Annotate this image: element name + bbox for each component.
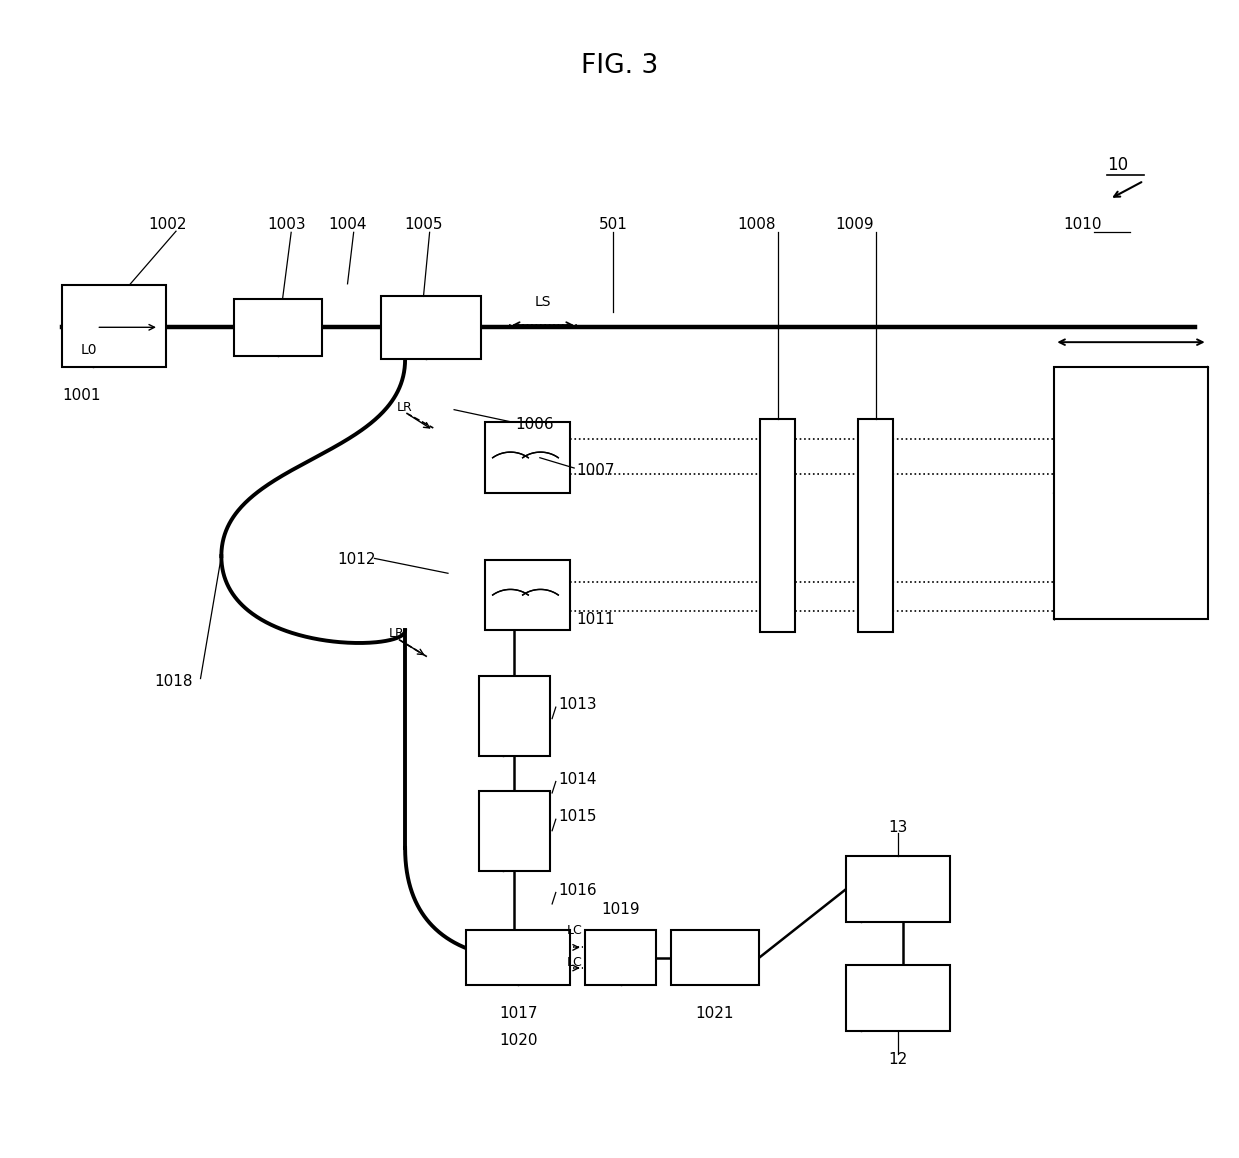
Bar (846, 965, 950, 1031)
Bar (846, 856, 950, 922)
Text: 1011: 1011 (576, 611, 615, 626)
Bar (62, 285, 166, 367)
Bar (585, 930, 657, 985)
Bar (1054, 367, 1208, 620)
Text: LR: LR (389, 628, 405, 640)
Text: LS: LS (535, 295, 551, 309)
Text: 13: 13 (888, 820, 908, 835)
Text: 1015: 1015 (559, 809, 597, 824)
Text: 1019: 1019 (601, 902, 641, 917)
Bar (234, 299, 322, 356)
Text: 1009: 1009 (835, 217, 873, 232)
Bar (761, 419, 794, 631)
Bar (859, 419, 893, 631)
Text: 1004: 1004 (328, 217, 367, 232)
Text: LR: LR (396, 401, 413, 413)
Bar (478, 676, 550, 756)
Bar (466, 930, 570, 985)
Bar (672, 930, 760, 985)
Bar (484, 559, 570, 630)
Bar (484, 423, 570, 493)
Text: 1006: 1006 (515, 417, 554, 432)
Text: 1012: 1012 (338, 552, 377, 567)
Text: 501: 501 (598, 217, 628, 232)
Text: 1020: 1020 (499, 1033, 538, 1048)
Text: L0: L0 (81, 343, 97, 357)
Text: 1016: 1016 (559, 882, 597, 897)
Text: 1018: 1018 (154, 674, 192, 689)
Text: 1007: 1007 (576, 463, 615, 478)
Text: 12: 12 (888, 1051, 908, 1067)
Text: 1010: 1010 (1063, 217, 1101, 232)
Text: 10: 10 (1108, 156, 1129, 174)
Text: 1005: 1005 (404, 217, 442, 232)
Bar (478, 791, 550, 871)
Text: LC: LC (566, 924, 582, 937)
Text: 1002: 1002 (147, 217, 186, 232)
Text: 1003: 1003 (266, 217, 306, 232)
Text: 1001: 1001 (62, 388, 100, 403)
Text: FIG. 3: FIG. 3 (581, 53, 658, 80)
Text: 1017: 1017 (499, 1006, 538, 1021)
Text: 1021: 1021 (696, 1006, 735, 1021)
Text: 1013: 1013 (559, 697, 597, 712)
Bar (380, 296, 481, 359)
Text: 1008: 1008 (737, 217, 776, 232)
Text: LC: LC (566, 955, 582, 969)
Text: 1014: 1014 (559, 771, 597, 786)
